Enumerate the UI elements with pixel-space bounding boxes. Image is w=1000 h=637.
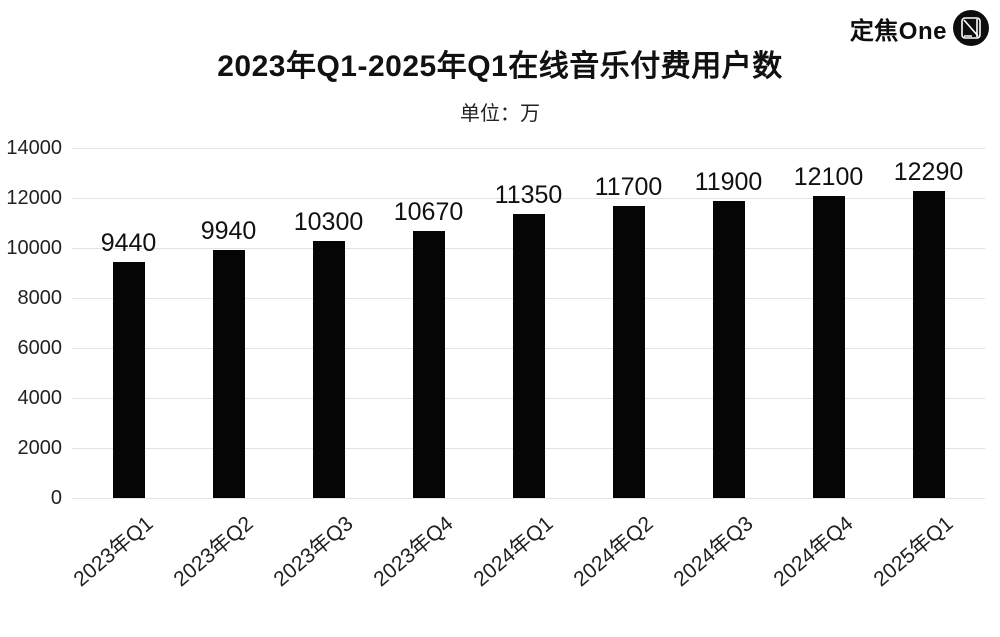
bar-value-label: 9440 [100,229,157,257]
bar [712,200,745,498]
bar-value-label: 12100 [793,162,864,191]
bar-value-label: 9940 [200,216,257,245]
y-axis-tick-label: 0 [50,487,62,509]
x-axis-tick-label: 2023年Q3 [269,512,358,592]
bar [912,190,945,498]
y-axis-tick-label: 4000 [17,387,63,409]
x-axis-tick-label: 2024年Q1 [469,512,558,592]
bar [412,231,445,498]
bar [512,214,545,498]
bar-value-label: 10670 [393,198,464,227]
bar [112,262,145,498]
y-axis-tick-label: 2000 [17,437,63,459]
y-axis-tick-label: 10000 [6,237,62,259]
bar [212,249,245,498]
y-axis-tick-label: 8000 [17,287,63,309]
x-axis-tick-label: 2024年Q3 [669,512,758,592]
x-axis-tick-label: 2023年Q1 [69,512,158,592]
bar [612,205,645,498]
x-axis-tick-label: 2024年Q2 [569,512,658,592]
chart-unit-subtitle: 单位：万 [460,103,540,125]
x-axis-tick-label: 2025年Q1 [869,512,958,592]
y-axis-tick-label: 6000 [17,337,63,359]
x-axis-tick-label: 2023年Q2 [169,512,258,592]
bar-value-label: 11350 [494,181,563,210]
bar-value-label: 11700 [594,172,663,201]
brand-name: 定焦One [849,17,947,45]
x-axis-tick-label: 2024年Q4 [769,512,858,592]
chart-title: 2023年Q1-2025年Q1在线音乐付费用户数 [217,50,783,83]
gridline [72,198,985,199]
bar-value-label: 11900 [694,167,763,196]
y-axis-tick-label: 12000 [6,187,62,209]
brand-watermark: 定焦One [850,9,990,47]
gridline [72,148,985,149]
x-axis-tick-label: 2023年Q4 [369,512,458,592]
dingjiao-one-logo-icon [953,10,989,46]
y-axis-tick-label: 14000 [6,137,62,159]
bar-value-label: 12290 [893,157,964,186]
bar [312,240,345,498]
bar-value-label: 10300 [293,207,364,236]
gridline [72,498,985,499]
bar [812,195,845,498]
